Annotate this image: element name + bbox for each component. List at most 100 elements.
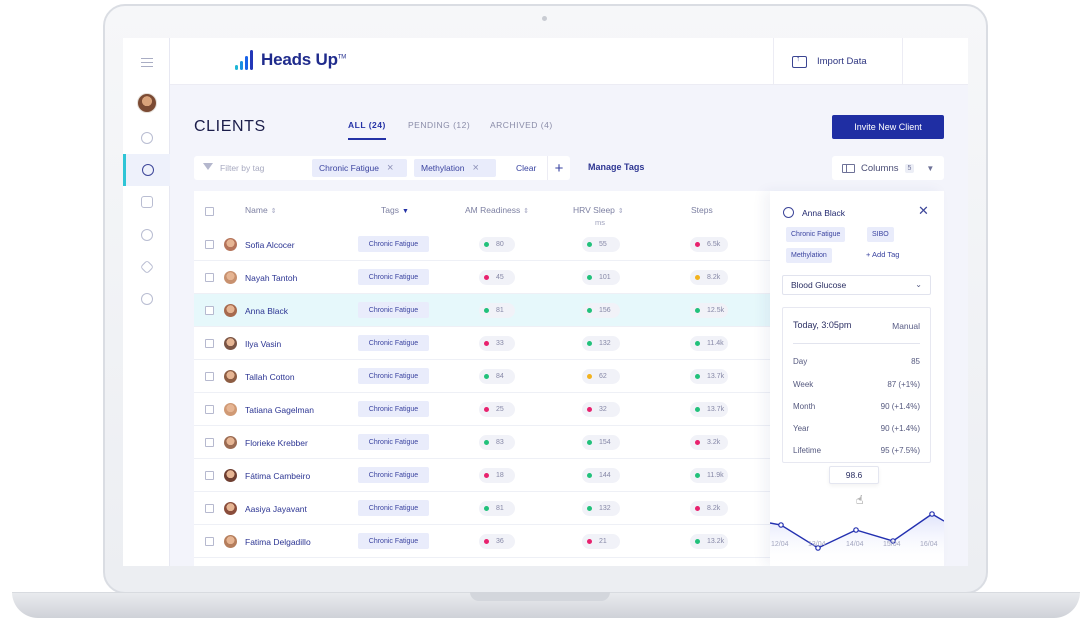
sidebar-item-clients[interactable] <box>123 154 170 186</box>
stat-label: Lifetime <box>793 446 822 455</box>
chart-point[interactable] <box>929 511 935 517</box>
column-header-hrv-sleep[interactable]: HRV Sleep ⇕ <box>573 205 624 215</box>
tab-archived[interactable]: ARCHIVED (4) <box>490 120 553 130</box>
row-checkbox[interactable] <box>205 504 214 513</box>
table-row[interactable]: Tallah Cotton Chronic Fatigue 84 62 13.7k <box>194 360 770 393</box>
menu-button[interactable] <box>123 46 170 78</box>
client-tag[interactable]: Chronic Fatigue <box>358 236 429 252</box>
client-tag[interactable]: Chronic Fatigue <box>786 227 846 242</box>
client-tag[interactable]: Chronic Fatigue <box>358 467 429 483</box>
tab-pending[interactable]: PENDING (12) <box>408 120 471 130</box>
table-row[interactable]: Sofia Alcocer Chronic Fatigue 80 55 6.5k <box>194 228 770 261</box>
clear-filters-button[interactable]: Clear <box>516 163 537 173</box>
chart-area <box>770 514 944 566</box>
chart-point[interactable] <box>815 545 821 551</box>
row-checkbox[interactable] <box>205 537 214 546</box>
client-tag[interactable]: Methylation <box>786 248 832 263</box>
row-checkbox[interactable] <box>205 339 214 348</box>
chart-point[interactable] <box>778 522 784 528</box>
column-header-am-readiness[interactable]: AM Readiness ⇕ <box>465 205 529 215</box>
add-tag-button[interactable]: + Add Tag <box>866 250 900 259</box>
close-icon[interactable]: × <box>472 162 479 174</box>
client-tag[interactable]: Chronic Fatigue <box>358 533 429 549</box>
row-checkbox[interactable] <box>205 438 214 447</box>
glucose-trend-chart[interactable] <box>770 461 944 566</box>
client-tag[interactable]: Chronic Fatigue <box>358 368 429 384</box>
row-checkbox[interactable] <box>205 372 214 381</box>
table-row[interactable]: Florieke Krebber Chronic Fatigue 83 154 3.2k <box>194 426 770 459</box>
lightbulb-icon <box>140 229 153 241</box>
filter-chip-chronic-fatigue[interactable]: Chronic Fatigue × <box>312 159 407 177</box>
chart-point[interactable] <box>890 538 896 544</box>
row-checkbox[interactable] <box>205 471 214 480</box>
sidebar-item-profile[interactable] <box>123 122 170 154</box>
client-name-link[interactable]: Tallah Cotton <box>245 372 295 382</box>
table-row[interactable]: Aasiya Jayavant Chronic Fatigue 81 132 8.2k <box>194 492 770 525</box>
sidebar-item-insights[interactable] <box>123 219 170 251</box>
table-row[interactable]: Fátima Cambeiro Chronic Fatigue 18 144 11.9k <box>194 459 770 492</box>
client-tag[interactable]: Chronic Fatigue <box>358 500 429 516</box>
logo[interactable]: Heads UpTM <box>235 50 346 70</box>
client-name-link[interactable]: Fatima Delgadillo <box>245 537 311 547</box>
tab-all[interactable]: ALL (24) <box>348 120 386 130</box>
client-tag[interactable]: Chronic Fatigue <box>358 302 429 318</box>
metric-select[interactable]: Blood Glucose ⌄ <box>782 275 931 295</box>
table-row[interactable]: Tatiana Gagelman Chronic Fatigue 25 32 13.7k <box>194 393 770 426</box>
client-name-link[interactable]: Ilya Vasin <box>245 339 282 349</box>
client-tag[interactable]: Chronic Fatigue <box>358 401 429 417</box>
column-header-steps[interactable]: Steps <box>691 205 713 215</box>
add-filter-button[interactable]: + <box>547 156 570 180</box>
table-row[interactable]: Ilya Vasin Chronic Fatigue 33 132 11.4k <box>194 327 770 360</box>
status-dot <box>695 308 700 313</box>
status-dot <box>695 341 700 346</box>
status-dot <box>695 242 700 247</box>
chart-point[interactable] <box>853 527 859 533</box>
row-checkbox[interactable] <box>205 306 214 315</box>
client-name-link[interactable]: Florieke Krebber <box>245 438 308 448</box>
import-data-button[interactable]: Import Data <box>773 38 903 85</box>
client-name-link[interactable]: Anna Black <box>245 306 288 316</box>
steps-value: 8.2k <box>707 505 721 512</box>
select-all-checkbox[interactable] <box>205 207 214 216</box>
close-icon[interactable]: × <box>387 162 394 174</box>
client-tag[interactable]: Chronic Fatigue <box>358 335 429 351</box>
hrv-sleep-value: 154 <box>599 439 611 446</box>
status-dot <box>695 539 700 544</box>
client-name-link[interactable]: Tatiana Gagelman <box>245 405 314 415</box>
column-header-tags[interactable]: Tags ▼ <box>381 205 409 215</box>
filter-chip-methylation[interactable]: Methylation × <box>414 159 496 177</box>
client-tag[interactable]: Chronic Fatigue <box>358 434 429 450</box>
sidebar-item-documents[interactable] <box>123 186 170 218</box>
invite-new-client-button[interactable]: Invite New Client <box>832 115 944 139</box>
client-name-link[interactable]: Nayah Tantoh <box>245 273 298 283</box>
user-avatar[interactable] <box>123 87 170 119</box>
row-checkbox[interactable] <box>205 273 214 282</box>
client-tag[interactable]: SIBO <box>867 227 894 242</box>
client-name-link[interactable]: Sofia Alcocer <box>245 240 295 250</box>
client-name-link[interactable]: Fátima Cambeiro <box>245 471 311 481</box>
chart-date-label: 13/04 <box>808 541 826 548</box>
table-row[interactable]: Fatima Delgadillo Chronic Fatigue 36 21 13.2… <box>194 525 770 558</box>
client-name-link[interactable]: Aasiya Jayavant <box>245 504 307 514</box>
sidebar-item-education[interactable] <box>123 251 170 283</box>
filter-input[interactable]: Filter by tag <box>220 163 265 173</box>
status-dot <box>587 242 592 247</box>
steps-badge: 13.2k <box>690 534 728 549</box>
header-label: Steps <box>691 205 713 215</box>
logo-bar <box>235 65 238 70</box>
stat-value: 95 (+7.5%) <box>880 446 920 455</box>
brand-name: Heads UpTM <box>261 50 346 70</box>
manage-tags-link[interactable]: Manage Tags <box>588 162 645 172</box>
header-label: HRV Sleep <box>573 205 615 215</box>
client-tag[interactable]: Chronic Fatigue <box>358 269 429 285</box>
row-checkbox[interactable] <box>205 405 214 414</box>
table-row[interactable]: Nayah Tantoh Chronic Fatigue 45 101 8.2k <box>194 261 770 294</box>
close-icon[interactable]: ✕ <box>918 203 929 218</box>
avatar <box>224 238 237 251</box>
column-header-name[interactable]: Name ⇕ <box>245 205 277 215</box>
columns-button[interactable]: Columns 5 ▼ <box>832 156 944 180</box>
sidebar-item-team[interactable] <box>123 283 170 315</box>
table-row[interactable]: Anna Black Chronic Fatigue 81 156 12.5k <box>194 294 770 327</box>
status-dot <box>587 506 592 511</box>
row-checkbox[interactable] <box>205 240 214 249</box>
